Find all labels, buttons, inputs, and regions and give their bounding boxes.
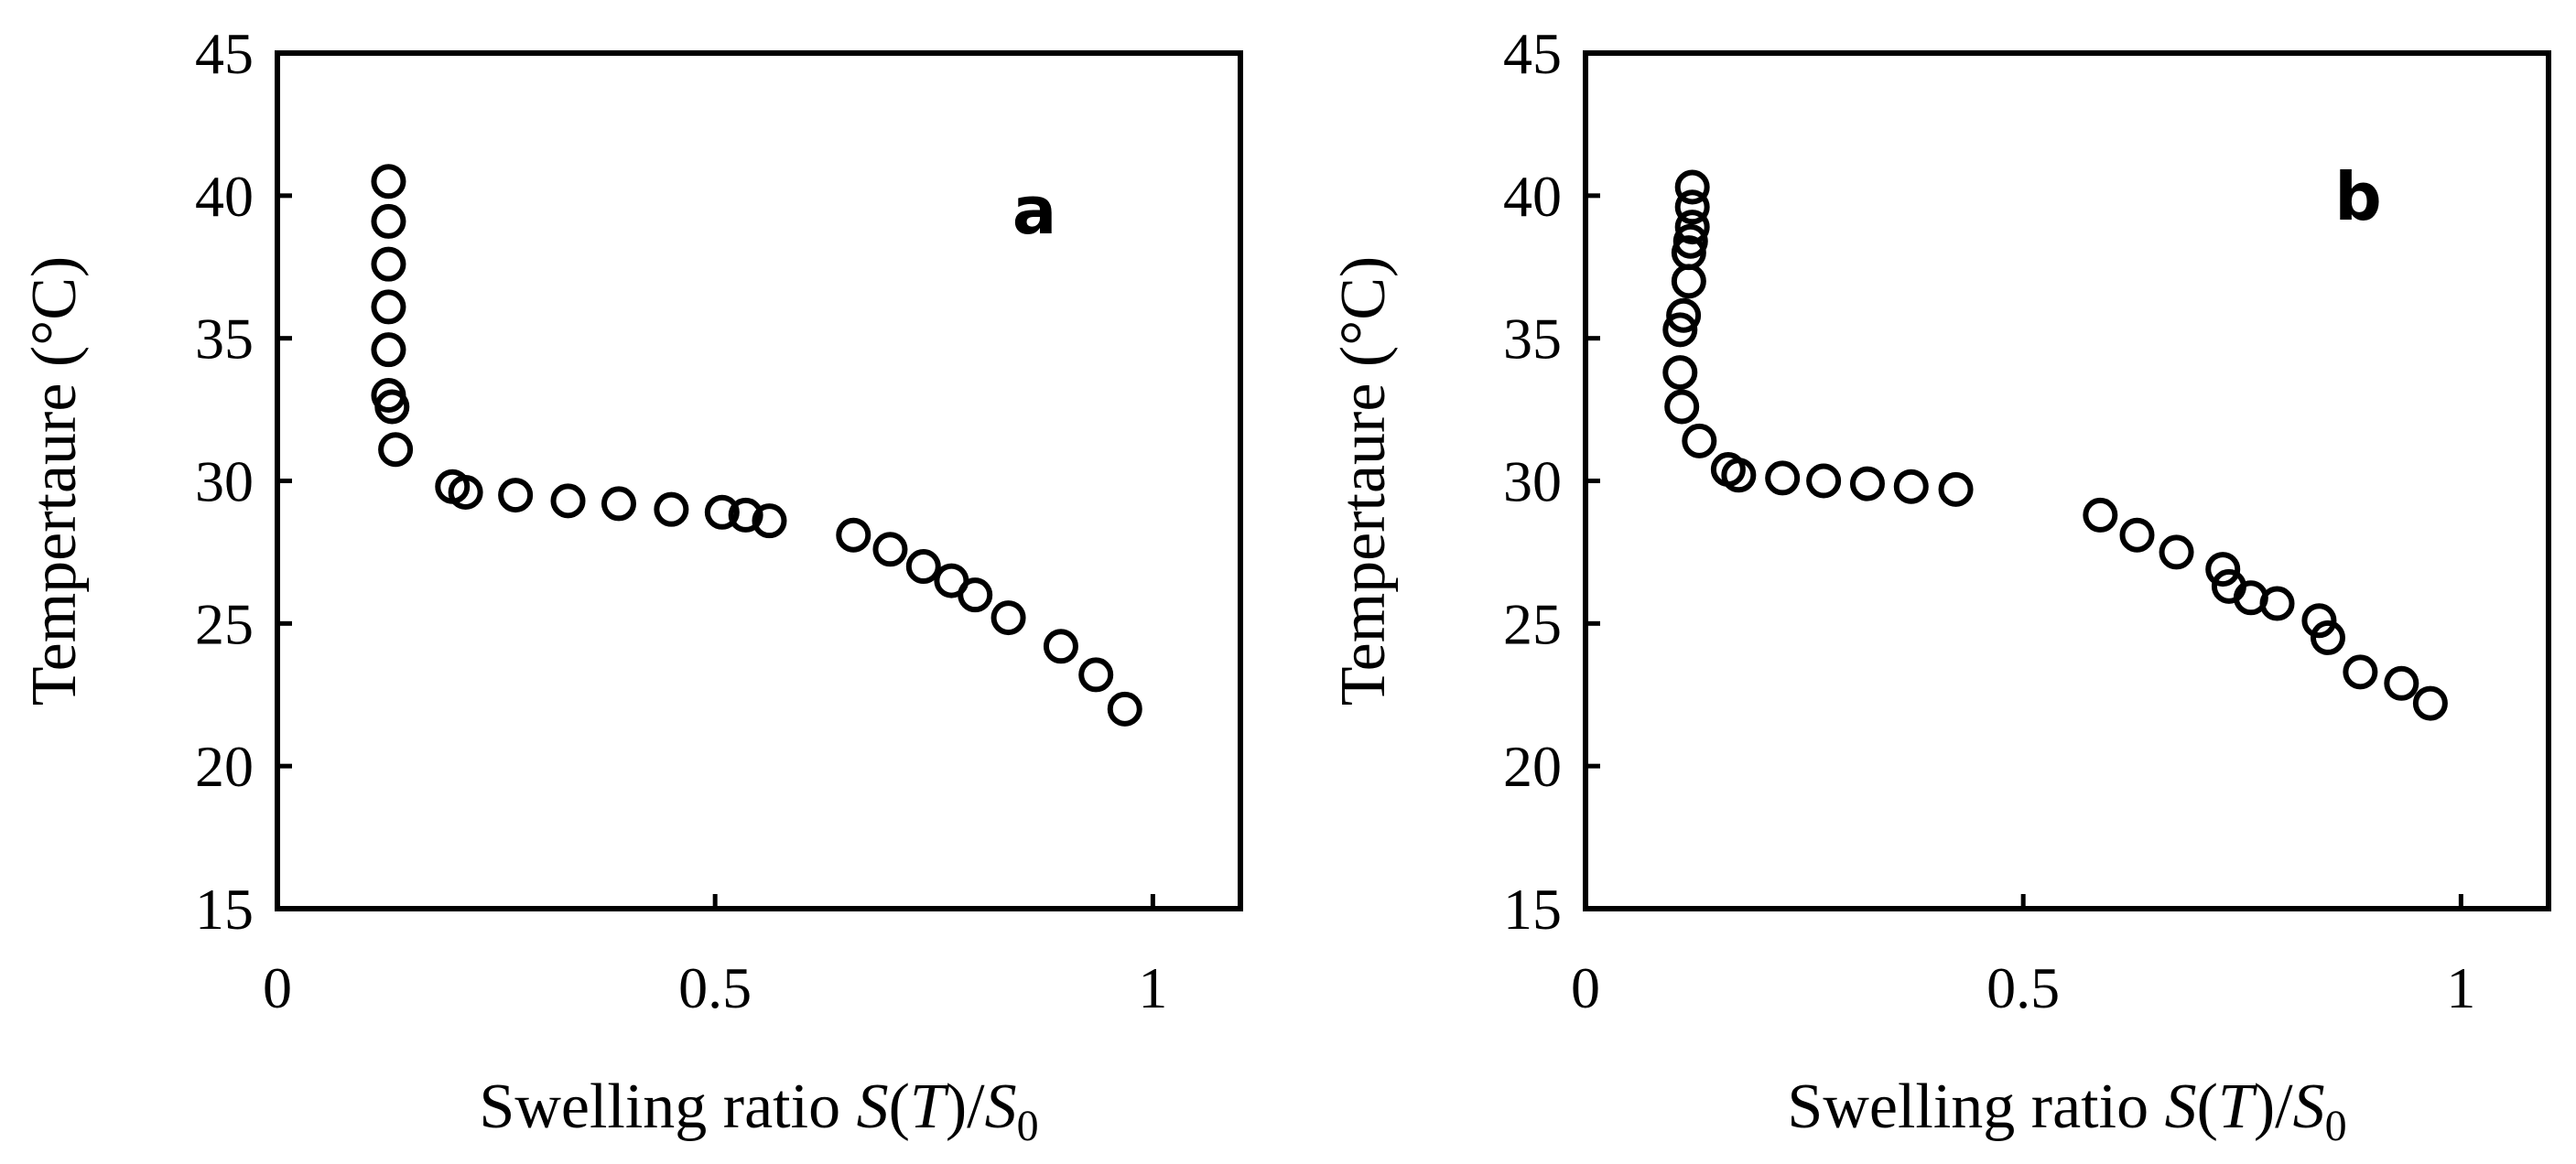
y-axis-label: Tempertaure (°C) xyxy=(19,256,90,706)
data-point xyxy=(654,491,689,527)
data-point xyxy=(1674,210,1710,245)
data-point xyxy=(371,332,406,368)
chart-panel-a: 15 20 25 30 35 40 45 0 0.5 1 Tempertaure (°C) Swell… xyxy=(19,21,1243,1150)
y-tick-label: 25 xyxy=(195,591,254,656)
data-point xyxy=(1671,264,1706,299)
y-tick-label: 40 xyxy=(1503,164,1562,229)
data-point xyxy=(1721,458,1757,493)
data-point xyxy=(2310,620,2345,655)
data-point xyxy=(752,503,787,539)
x-axis-label: Swelling ratio S(T)/S0 xyxy=(479,1072,1038,1150)
data-point xyxy=(1765,460,1801,496)
y-tick-label: 15 xyxy=(1503,877,1562,942)
y-tick-label: 45 xyxy=(1503,21,1562,86)
data-point xyxy=(1662,355,1698,391)
data-point xyxy=(1664,389,1700,425)
data-point xyxy=(1938,471,1974,507)
data-point xyxy=(374,389,410,425)
data-point xyxy=(498,478,534,513)
data-point xyxy=(371,246,406,282)
data-point xyxy=(958,577,993,613)
data-point xyxy=(378,432,414,468)
data-point xyxy=(872,532,908,567)
y-tick-label: 30 xyxy=(1503,449,1562,514)
y-tick-label: 25 xyxy=(1503,591,1562,656)
data-point xyxy=(1849,466,1885,501)
x-axis-label: Swelling ratio S(T)/S0 xyxy=(1787,1072,2346,1150)
data-point xyxy=(448,474,483,510)
x-tick-label: 0.5 xyxy=(678,955,752,1020)
data-point xyxy=(1662,312,1698,348)
data-point xyxy=(1806,463,1842,499)
plot-frame xyxy=(275,50,1243,911)
data-point xyxy=(1682,423,1717,458)
data-point xyxy=(2343,654,2378,690)
data-point xyxy=(371,164,406,199)
y-tick-label: 15 xyxy=(195,877,254,942)
y-tick-label: 20 xyxy=(195,734,254,799)
data-point xyxy=(371,289,406,325)
data-point xyxy=(550,483,586,519)
data-point xyxy=(1043,629,1078,664)
y-tick-label: 45 xyxy=(195,21,254,86)
x-tick-label: 0.5 xyxy=(1986,955,2060,1020)
panel-label: b xyxy=(2334,158,2382,235)
data-point xyxy=(905,549,941,584)
y-tick-label: 40 xyxy=(195,164,254,229)
data-point xyxy=(728,497,763,533)
data-point xyxy=(1078,657,1114,693)
data-point xyxy=(1666,297,1702,333)
x-tick-label: 1 xyxy=(2446,955,2475,1020)
data-point xyxy=(2259,586,2295,621)
y-tick-label: 30 xyxy=(195,449,254,514)
data-point xyxy=(2384,665,2419,701)
y-tick-label: 35 xyxy=(1503,307,1562,372)
y-tick-label: 20 xyxy=(1503,734,1562,799)
y-tick-label: 35 xyxy=(195,307,254,372)
data-point xyxy=(601,486,636,522)
data-point xyxy=(2119,517,2155,553)
y-axis-label: Tempertaure (°C) xyxy=(1328,256,1399,706)
data-point xyxy=(1674,169,1710,205)
data-point xyxy=(1893,469,1929,504)
data-point xyxy=(836,517,871,553)
x-tick-label: 0 xyxy=(1571,955,1600,1020)
chart-panel-b: 15 20 25 30 35 40 45 0 0.5 1 Tempertaure (°C) Swell… xyxy=(1328,21,2551,1150)
data-point xyxy=(1674,189,1710,225)
plot-frame xyxy=(1583,50,2551,911)
x-tick-label: 1 xyxy=(1138,955,1167,1020)
panel-label: a xyxy=(1012,172,1057,249)
data-point xyxy=(2301,603,2337,639)
data-point xyxy=(990,600,1026,636)
data-point xyxy=(2205,552,2241,587)
data-point xyxy=(2412,685,2448,721)
data-point xyxy=(1107,691,1142,727)
data-point xyxy=(2083,497,2118,533)
x-tick-label: 0 xyxy=(263,955,292,1020)
data-point xyxy=(2159,534,2194,570)
data-point xyxy=(371,203,406,239)
data-point xyxy=(704,494,740,530)
